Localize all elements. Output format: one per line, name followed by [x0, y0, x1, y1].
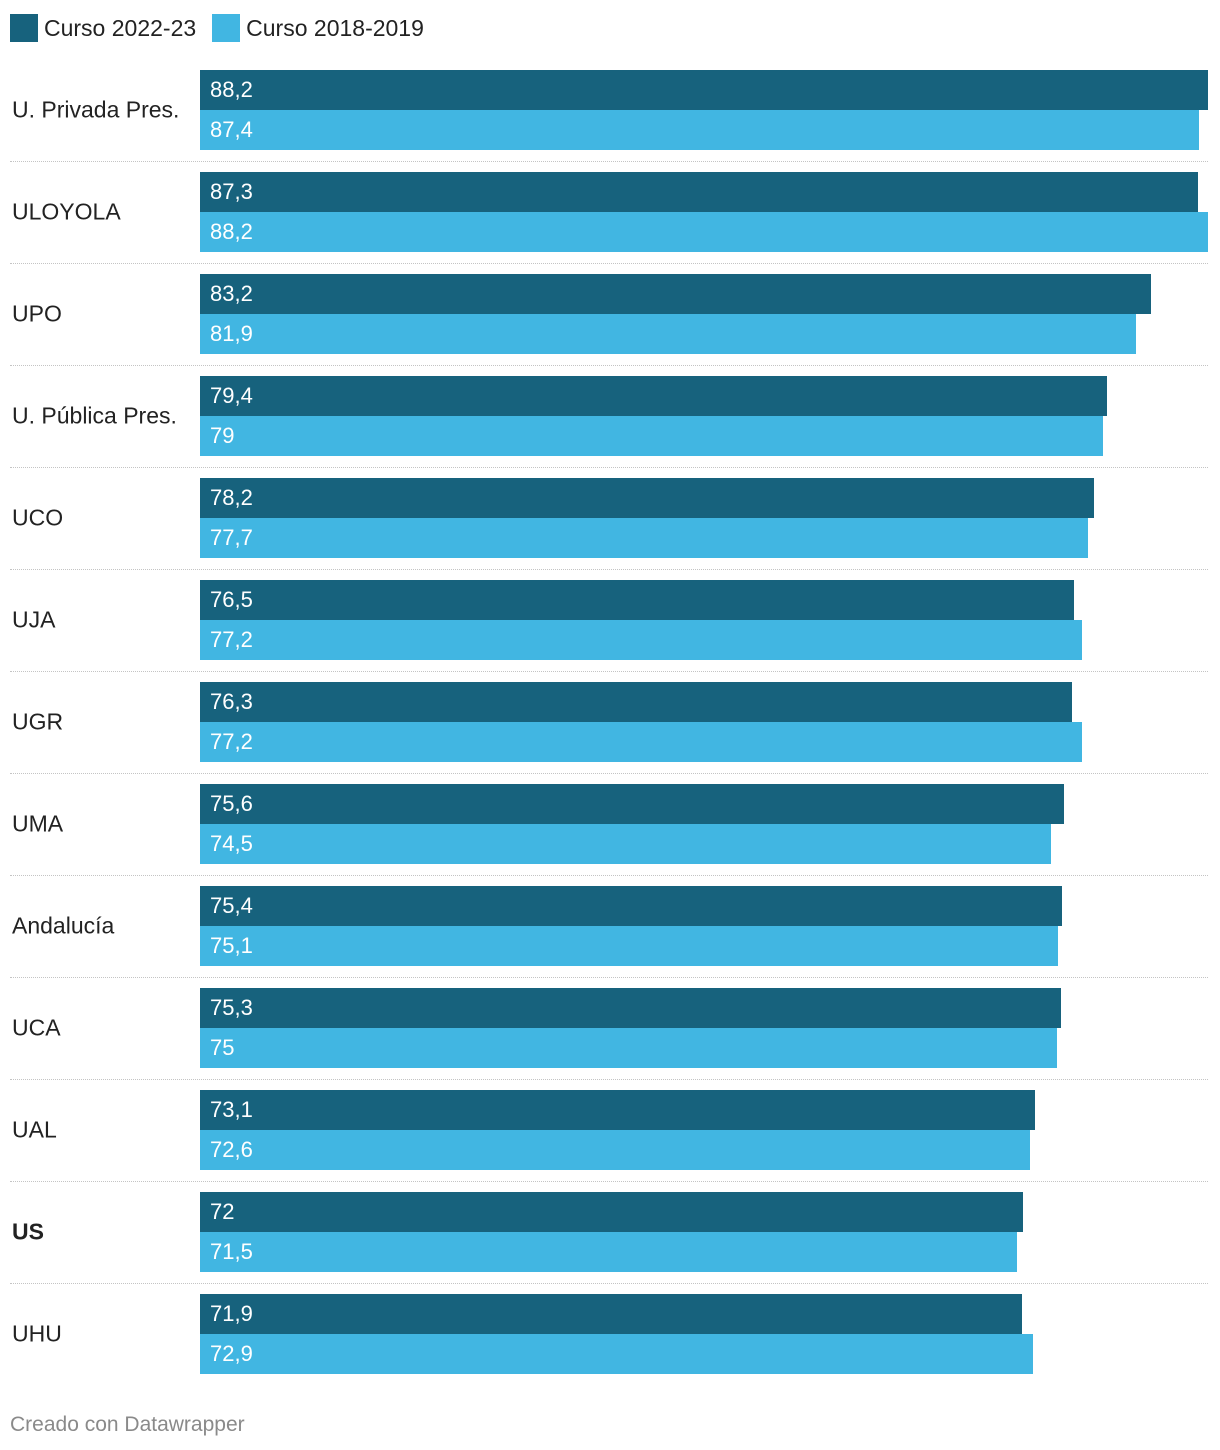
category-label: UMA	[12, 810, 64, 837]
bar-series-1: 87,3	[200, 172, 1198, 212]
category-label: UCO	[12, 504, 64, 531]
category-label: ULOYOLA	[12, 198, 121, 225]
category-label: U. Privada Pres.	[12, 96, 180, 123]
category-label: U. Pública Pres.	[12, 402, 177, 429]
bar-series-2: 79	[200, 416, 1103, 456]
bar-series-1: 75,4	[200, 886, 1062, 926]
bar-value-label: 73,1	[210, 1097, 253, 1122]
bar-value-label: 87,3	[210, 179, 253, 204]
bar-value-label: 78,2	[210, 485, 253, 510]
category-label: UPO	[12, 300, 62, 327]
bar-value-label: 88,2	[210, 77, 253, 102]
bar-series-1: 88,2	[200, 70, 1208, 110]
bar-series-1: 75,3	[200, 988, 1061, 1028]
row-separator	[10, 365, 1208, 366]
category-label: UJA	[12, 606, 56, 633]
bar-value-label: 88,2	[210, 219, 253, 244]
bar-value-label: 79	[210, 423, 235, 448]
bar-series-1: 75,6	[200, 784, 1064, 824]
legend-item-series-1: Curso 2022-23	[10, 14, 196, 42]
bar-series-2: 77,2	[200, 722, 1083, 762]
bar-value-label: 83,2	[210, 281, 253, 306]
legend-swatch	[212, 14, 241, 42]
bar-value-label: 75,6	[210, 791, 253, 816]
bar-series-2: 74,5	[200, 824, 1052, 864]
bar-value-label: 77,2	[210, 729, 253, 754]
bar-value-label: 77,2	[210, 627, 253, 652]
category-label: UHU	[12, 1320, 62, 1347]
category-label: UGR	[12, 708, 64, 735]
category-label: UAL	[12, 1116, 57, 1143]
legend-label: Curso 2022-23	[44, 14, 197, 41]
bar-value-label: 79,4	[210, 383, 253, 408]
row-separator	[10, 977, 1208, 978]
bar-series-1: 83,2	[200, 274, 1151, 314]
bar-series-2: 71,5	[200, 1232, 1018, 1272]
bar-value-label: 74,5	[210, 831, 253, 856]
bar-value-label: 75,4	[210, 893, 253, 918]
row-separator	[10, 773, 1208, 774]
bar-series-1: 72	[200, 1192, 1023, 1232]
bar-value-label: 77,7	[210, 525, 253, 550]
bar-value-label: 71,5	[210, 1239, 253, 1264]
category-label: Andalucía	[12, 912, 115, 939]
bar-series-2: 88,2	[200, 212, 1208, 252]
bar-series-2: 75,1	[200, 926, 1059, 966]
bar-value-label: 87,4	[210, 117, 253, 142]
bar-value-label: 75	[210, 1035, 235, 1060]
bar-value-label: 75,1	[210, 933, 253, 958]
bar-value-label: 72,9	[210, 1341, 253, 1366]
row-separator	[10, 263, 1208, 264]
chart-legend: Curso 2022-23 Curso 2018-2019	[10, 14, 440, 42]
bar-value-label: 72,6	[210, 1137, 253, 1162]
bar-series-1: 73,1	[200, 1090, 1036, 1130]
bar-series-2: 72,9	[200, 1334, 1034, 1374]
bar-value-label: 76,3	[210, 689, 253, 714]
legend-item-series-2: Curso 2018-2019	[212, 14, 424, 42]
row-separator	[10, 1283, 1208, 1284]
bar-series-1: 78,2	[200, 478, 1094, 518]
bar-series-2: 81,9	[200, 314, 1136, 354]
bar-series-1: 76,3	[200, 682, 1072, 722]
bar-series-1: 76,5	[200, 580, 1075, 620]
bar-series-2: 77,2	[200, 620, 1083, 660]
row-separator	[10, 569, 1208, 570]
row-separator	[10, 161, 1208, 162]
row-separator	[10, 1181, 1208, 1182]
footer-credit: Creado con Datawrapper	[10, 1413, 245, 1436]
legend-swatch	[10, 14, 38, 42]
row-separator	[10, 1079, 1208, 1080]
category-label: US	[12, 1218, 44, 1245]
bar-value-label: 76,5	[210, 587, 253, 612]
bar-series-2: 87,4	[200, 110, 1199, 150]
category-label: UCA	[12, 1014, 61, 1041]
bar-series-2: 77,7	[200, 518, 1088, 558]
bar-series-1: 79,4	[200, 376, 1108, 416]
bar-value-label: 72	[210, 1199, 235, 1224]
bar-value-label: 81,9	[210, 321, 253, 346]
legend-label: Curso 2018-2019	[246, 14, 424, 41]
row-separator	[10, 875, 1208, 876]
bar-series-2: 75	[200, 1028, 1058, 1068]
bar-series-1: 71,9	[200, 1294, 1022, 1334]
bar-value-label: 71,9	[210, 1301, 253, 1326]
row-separator	[10, 671, 1208, 672]
row-separator	[10, 467, 1208, 468]
bar-value-label: 75,3	[210, 995, 253, 1020]
bar-series-2: 72,6	[200, 1130, 1030, 1170]
